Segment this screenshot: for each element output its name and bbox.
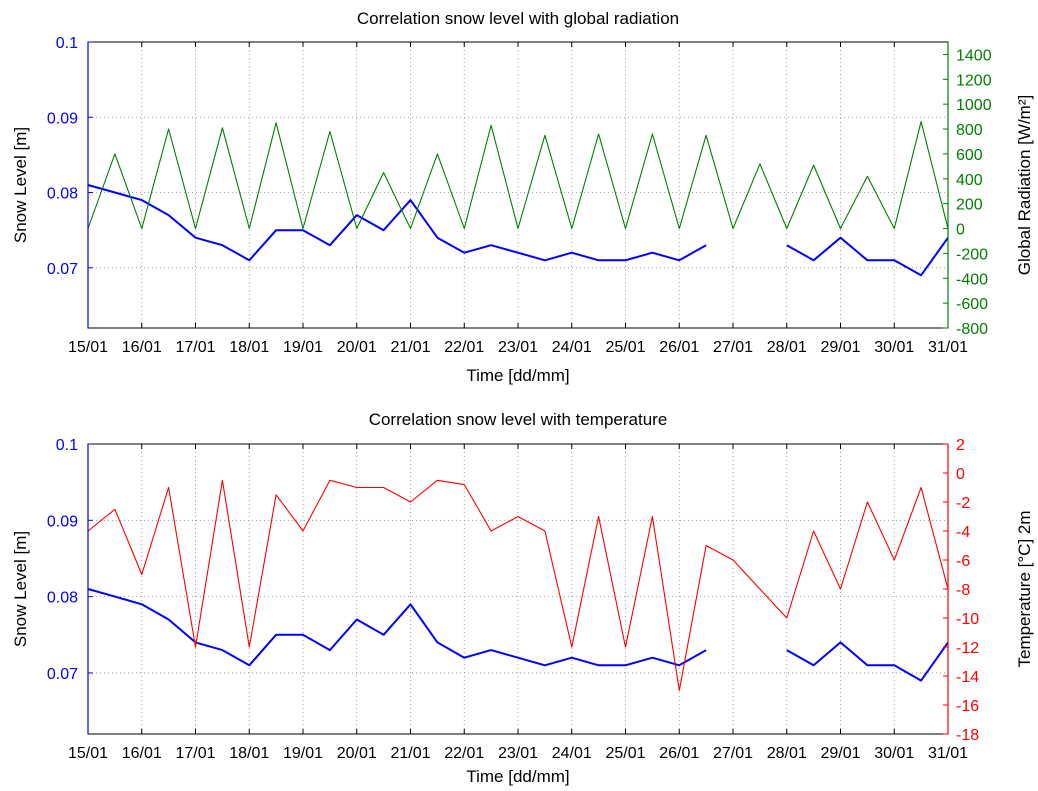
chart-title: Correlation snow level with global radia…: [357, 9, 679, 28]
y-left-tick-label: 0.08: [47, 186, 78, 203]
y-right-axis-label: Global Radiation [W/m²]: [1015, 95, 1034, 275]
y-left-tick-label: 0.07: [47, 261, 78, 278]
x-axis-label: Time [dd/mm]: [466, 366, 569, 385]
x-tick-label: 25/01: [605, 339, 645, 356]
y-right-tick-label: -800: [956, 321, 988, 338]
x-tick-label: 28/01: [767, 339, 807, 356]
y-right-tick-label: 2: [956, 437, 965, 454]
x-tick-label: 22/01: [444, 745, 484, 762]
x-tick-label: 19/01: [283, 339, 323, 356]
y-right-tick-label: -10: [956, 611, 979, 628]
y-right-tick-label: -14: [956, 669, 979, 686]
x-tick-label: 24/01: [552, 339, 592, 356]
y-right-tick-label: 1200: [956, 72, 992, 89]
x-tick-label: 29/01: [820, 339, 860, 356]
x-tick-label: 29/01: [820, 745, 860, 762]
snow-level-line: [87, 184, 949, 277]
y-right-axis-label: Temperature [°C] 2m: [1015, 510, 1034, 667]
x-tick-label: 23/01: [498, 745, 538, 762]
snow-level-line: [87, 588, 949, 682]
x-tick-label: 27/01: [713, 339, 753, 356]
x-tick-label: 15/01: [68, 745, 108, 762]
x-tick-label: 17/01: [175, 339, 215, 356]
x-tick-label: 30/01: [874, 339, 914, 356]
temperature-panel: 15/01 16/01 17/01 18/01 19/01 20/01 21/01 22/01…: [11, 410, 1034, 786]
x-tick-label: 23/01: [498, 339, 538, 356]
x-tick-label: 21/01: [390, 339, 430, 356]
x-tick-label: 30/01: [874, 745, 914, 762]
y-right-tick-label: -6: [956, 553, 970, 570]
x-tick-label: 15/01: [68, 339, 108, 356]
x-tick-label: 17/01: [175, 745, 215, 762]
chart-title: Correlation snow level with temperature: [369, 410, 668, 429]
x-tick-label: 31/01: [928, 339, 968, 356]
y-right-tick-label: 0: [956, 466, 965, 483]
y-left-tick-label: 0.09: [47, 110, 78, 127]
y-left-tick-label: 0.1: [56, 437, 78, 454]
radiation-panel: 15/01 16/01 17/01 18/01 19/01 20/01 21/01 22/01…: [11, 9, 1034, 385]
x-tick-label: 21/01: [390, 745, 430, 762]
x-axis-label: Time [dd/mm]: [466, 767, 569, 786]
y-left-tick-label: 0.07: [47, 666, 78, 683]
y-right-tick-label: -600: [956, 296, 988, 313]
y-right-tick-label: 1400: [956, 47, 992, 64]
y-right-tick-label: 0: [956, 222, 965, 239]
y-right-tick-label: 400: [956, 172, 983, 189]
x-tick-label: 16/01: [122, 745, 162, 762]
x-tick-label: 31/01: [928, 745, 968, 762]
x-tick-label: 28/01: [767, 745, 807, 762]
x-tick-label: 18/01: [229, 339, 269, 356]
y-right-tick-label: 800: [956, 122, 983, 139]
x-tick-label: 16/01: [122, 339, 162, 356]
y-left-tick-label: 0.1: [56, 35, 78, 52]
y-right-tick-label: -8: [956, 582, 970, 599]
x-tick-label: 26/01: [659, 745, 699, 762]
x-tick-label: 22/01: [444, 339, 484, 356]
y-right-tick-label: -18: [956, 727, 979, 744]
y-right-tick-label: -200: [956, 246, 988, 263]
x-tick-label: 25/01: [605, 745, 645, 762]
y-right-tick-label: -12: [956, 640, 979, 657]
radiation-line: [87, 121, 949, 230]
x-tick-label: 18/01: [229, 745, 269, 762]
x-tick-label: 20/01: [337, 745, 377, 762]
plot-frame: [87, 41, 949, 329]
y-right-tick-label: -4: [956, 524, 970, 541]
y-left-axis-label: Snow Level [m]: [11, 127, 30, 243]
x-tick-label: 26/01: [659, 339, 699, 356]
x-tick-label: 27/01: [713, 745, 753, 762]
x-tick-label: 20/01: [337, 339, 377, 356]
x-tick-label: 24/01: [552, 745, 592, 762]
y-right-tick-label: 200: [956, 197, 983, 214]
y-right-tick-label: 1000: [956, 97, 992, 114]
x-tick-label: 19/01: [283, 745, 323, 762]
y-right-tick-label: -2: [956, 495, 970, 512]
y-right-tick-label: 600: [956, 147, 983, 164]
y-right-tick-label: -16: [956, 698, 979, 715]
y-left-tick-label: 0.08: [47, 590, 78, 607]
y-right-tick-label: -400: [956, 271, 988, 288]
y-left-tick-label: 0.09: [47, 513, 78, 530]
temperature-line: [87, 479, 949, 692]
y-left-axis-label: Snow Level [m]: [11, 531, 30, 647]
